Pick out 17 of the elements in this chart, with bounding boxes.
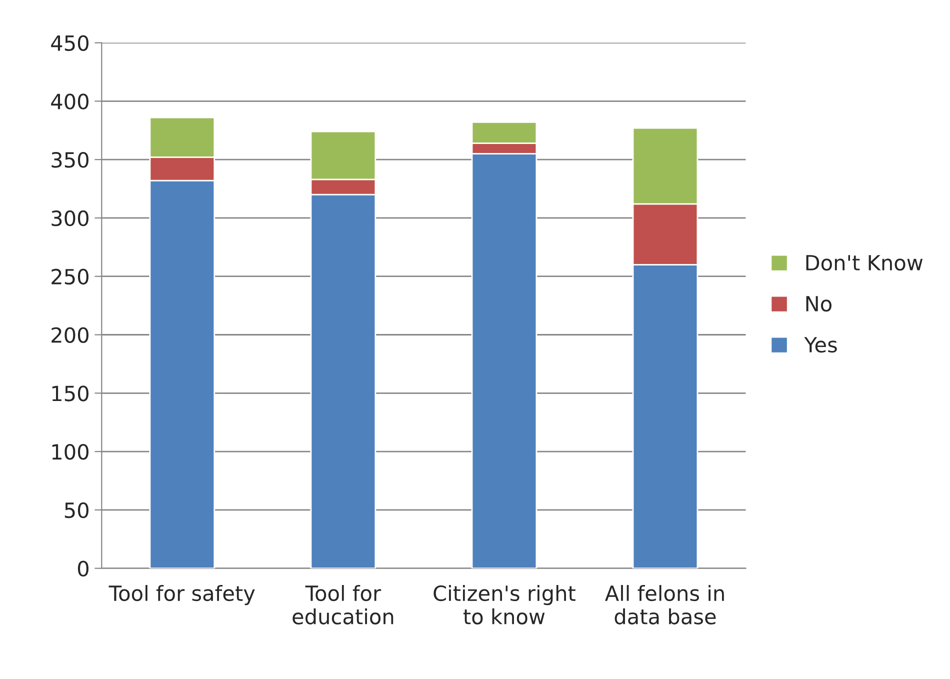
x-tick-label: All felons in data base (605, 584, 724, 624)
y-tick-label: 150 (52, 386, 88, 402)
x-tick-label: Tool for safety (108, 584, 255, 606)
y-tick-label: 200 (52, 327, 88, 343)
y-tick-label: 50 (64, 502, 88, 518)
y-tick-label: 250 (52, 268, 88, 285)
y-tick-label: 350 (52, 152, 88, 168)
legend-label: Yes (804, 337, 837, 353)
y-tick-label: 400 (51, 94, 88, 110)
y-tick-label: 100 (52, 444, 88, 460)
legend-label: Don't Know (806, 255, 923, 271)
legend-label: No (806, 296, 832, 312)
x-tick-label: Tool for education (292, 584, 394, 624)
y-tick-label: 450 (51, 35, 88, 51)
y-tick-label: 0 (78, 560, 88, 577)
x-tick-label: Citizen's right to know (434, 584, 576, 624)
y-tick-label: 300 (52, 210, 88, 226)
